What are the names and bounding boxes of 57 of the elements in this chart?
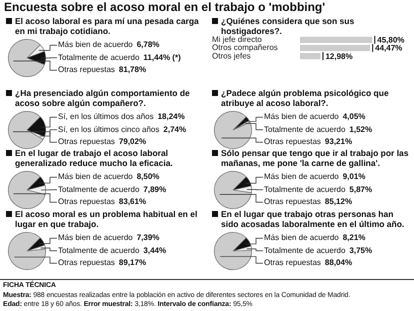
- slice-label: Más bien de acuerdo: [264, 112, 339, 121]
- chart-title: En el lugar de trabajo el acoso laboral generalizado reduce mucho la eficacia.: [15, 148, 174, 168]
- chart-title: Sólo pensar que tengo que ir al trabajo por las mañanas, me pone 'la carne de gallina'.: [221, 148, 410, 168]
- slice-label: Otras repuestas: [58, 258, 115, 267]
- chart-title: ¿Ha presenciado algún comportamiento de acoso sobre algún compañero?.: [15, 88, 191, 108]
- slice-label: Más bien de acuerdo: [58, 40, 133, 49]
- y-tick-label: Mi jefe directo: [212, 35, 262, 44]
- data-label: 7,39%: [136, 233, 160, 242]
- y-tick-label: Otros jefes: [212, 51, 251, 60]
- data-label: 3,44%: [143, 246, 166, 254]
- slice-label: Sí, en los últimos dos años: [58, 112, 154, 121]
- slice-label: Totalmente de acuerdo: [58, 52, 140, 62]
- slice-label: Totalmente de acuerdo: [58, 184, 140, 194]
- data-label: 4,05%: [342, 112, 366, 121]
- data-label: 81,78%: [118, 65, 146, 74]
- slice-label: Totalmente de acuerdo: [264, 184, 346, 194]
- slice-label: Otras repuestas: [264, 137, 321, 146]
- slice-label: Más bien de acuerdo: [264, 172, 339, 181]
- slice-label: Más bien de acuerdo: [58, 233, 133, 242]
- data-label: 5,87%: [349, 184, 372, 194]
- slice-label: Más bien de acuerdo: [58, 172, 133, 181]
- data-label: 83,61%: [118, 197, 146, 206]
- data-label: 6,78%: [136, 40, 160, 49]
- data-label: 2,74%: [163, 124, 186, 134]
- y-tick-label: Otros compañeros: [212, 43, 278, 52]
- chart-title: El acoso laboral es para mí una pesada carga en mi trabajo cotidiano.: [15, 16, 200, 36]
- slice-label: Totalmente de acuerdo: [264, 246, 346, 254]
- data-label: 7,89%: [143, 184, 166, 194]
- chart-title: El acoso moral es un problema habitual en el lugar en que trabajo.: [15, 209, 198, 229]
- slice-label: Otras repuestas: [264, 197, 321, 206]
- data-label: 11,44% (*): [143, 52, 181, 62]
- data-label: 9,01%: [342, 172, 366, 181]
- data-label: 18,24%: [158, 112, 185, 121]
- slice-label: Otras repuestas: [58, 137, 115, 146]
- text: Encuesta sobre el acoso moral en el trabajo o 'mobbing': [4, 0, 326, 14]
- data-label: 44,47%: [375, 44, 402, 53]
- data-label: 45,80%: [377, 36, 404, 45]
- chart-title: En el lugar que trabajo otras personas han sido acosadas laboralmente en el último año.: [221, 209, 406, 229]
- data-label: 8,21%: [342, 233, 366, 242]
- slice-label: Totalmente de acuerdo: [58, 246, 140, 254]
- slice-label: Otras repuestas: [58, 197, 115, 206]
- slice-label: Más bien de acuerdo: [264, 233, 339, 242]
- chart-title: ¿Quiénes considera que son sus hostigadores?.: [221, 16, 356, 36]
- slice-label: Otras repuestas: [264, 258, 321, 267]
- slice-label: Sí, en los últimos cinco años: [58, 124, 160, 134]
- data-label: 12,98%: [325, 52, 353, 61]
- slice-label: Totalmente de acuerdo: [264, 124, 346, 134]
- data-label: 79,02%: [118, 137, 146, 146]
- data-label: 93,21%: [324, 137, 352, 146]
- slice-label: Otras repuestas: [58, 65, 115, 74]
- data-label: 88,04%: [324, 258, 352, 267]
- data-label: 3,75%: [349, 246, 372, 254]
- data-label: 8,50%: [136, 172, 160, 181]
- data-label: 89,17%: [118, 258, 146, 267]
- chart-title: ¿Padece algún problema psicológico que atribuye al acoso laboral?.: [221, 88, 390, 108]
- data-label: 1,52%: [349, 124, 372, 134]
- data-label: 85,12%: [324, 197, 352, 206]
